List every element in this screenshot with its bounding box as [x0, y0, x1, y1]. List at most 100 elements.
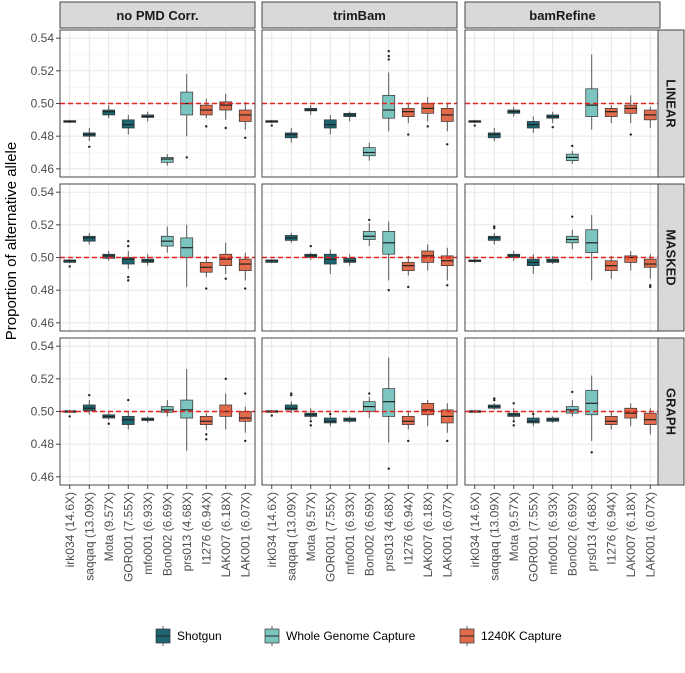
x-tick-label: prs013 (4.68X) — [180, 492, 194, 571]
panel-border — [261, 29, 458, 178]
outlier-point — [473, 124, 476, 127]
x-tick-label: Bon002 (6.69X) — [565, 492, 579, 576]
x-tick-label: mfo001 (6.93X) — [343, 492, 357, 575]
box-Mota — [304, 408, 318, 427]
y-tick-label: 0.52 — [31, 372, 55, 386]
outlier-point — [512, 402, 515, 405]
box-mfo001 — [343, 111, 357, 122]
box-GOR001 — [526, 254, 540, 274]
box-body — [421, 402, 435, 416]
outlier-point — [512, 424, 515, 427]
legend: Shotgun Whole Genome Capture 1240K Capture — [155, 626, 562, 646]
outlier-point — [446, 439, 449, 443]
y-tick-label: 0.52 — [31, 64, 55, 78]
box-body — [323, 119, 337, 129]
outlier-point — [185, 156, 188, 159]
box-I1276 — [199, 98, 213, 128]
strip-background — [261, 1, 458, 29]
box-Mota — [102, 105, 116, 119]
box-irk034 — [265, 259, 279, 264]
outlier-point — [387, 58, 390, 61]
box-body — [362, 147, 376, 157]
box-prs013 — [382, 221, 396, 292]
panel-border — [261, 337, 458, 486]
x-tick-label: Mota (9.57X) — [507, 492, 521, 561]
outlier-point — [571, 144, 574, 148]
box-body — [643, 258, 657, 268]
column-strips: no PMD Corr. trimBam bamRefine — [59, 1, 661, 29]
x-tick-label: LAK001 (6.07X) — [643, 492, 657, 577]
panel-graph-2 — [464, 337, 661, 486]
box-saqqaq — [82, 128, 96, 148]
column-strip-label: no PMD Corr. — [116, 8, 198, 23]
outlier-point — [68, 265, 71, 268]
panel-linear-0 — [59, 29, 256, 178]
legend-item-2: 1240K Capture — [459, 626, 562, 646]
x-tick-label: Bon002 (6.69X) — [362, 492, 376, 576]
y-tick-label: 0.54 — [31, 185, 55, 199]
y-axes: 0.46 0.48 0.50 0.52 0.54 0.46 0.48 0.50 0.52 0.54… — [31, 31, 60, 484]
outlier-point — [446, 284, 449, 287]
box-body — [624, 104, 638, 114]
column-strip-0: no PMD Corr. — [59, 1, 256, 29]
row-strips: LINEAR MASKED GRAPH — [657, 29, 685, 486]
y-tick-label: 0.48 — [31, 129, 55, 143]
box-body — [323, 417, 337, 424]
outlier-point — [512, 420, 515, 423]
x-tick-label: LAK007 (6.18X) — [421, 492, 435, 577]
x-tick-label: mfo001 (6.93X) — [546, 492, 560, 575]
y-tick-label: 0.46 — [31, 316, 55, 330]
box-Bon002 — [160, 154, 174, 166]
box-irk034 — [265, 119, 279, 127]
box-body — [180, 399, 194, 419]
x-tick-label: irk034 (14.6X) — [468, 492, 482, 567]
box-body — [284, 132, 298, 139]
x-tick-label: Bon002 (6.69X) — [160, 492, 174, 576]
outlier-point — [68, 415, 71, 418]
box-body — [121, 257, 135, 265]
x-tick-label: irk034 (14.6X) — [265, 492, 279, 567]
outlier-point — [368, 218, 371, 222]
x-tick-label: prs013 (4.68X) — [585, 492, 599, 571]
row-strip-graph: GRAPH — [657, 337, 685, 486]
outlier-point — [387, 50, 390, 53]
panel-masked-1 — [261, 183, 458, 332]
x-tick-label: irk034 (14.6X) — [63, 492, 77, 567]
x-tick-label: LAK007 (6.18X) — [219, 492, 233, 577]
box-body — [102, 109, 116, 116]
outlier-point — [571, 390, 574, 394]
legend-label: 1240K Capture — [481, 629, 562, 643]
y-tick-label: 0.46 — [31, 470, 55, 484]
outlier-point — [493, 225, 496, 228]
box-GOR001 — [121, 114, 135, 135]
box-Bon002 — [160, 226, 174, 253]
box-GOR001 — [526, 412, 540, 427]
outlier-point — [224, 377, 227, 381]
outlier-point — [244, 392, 247, 395]
strip-background — [657, 337, 685, 486]
strip-background — [657, 29, 685, 178]
row-strip-label: MASKED — [664, 229, 679, 285]
strip-background — [657, 183, 685, 332]
box-I1276 — [401, 103, 415, 136]
box-body — [421, 250, 435, 263]
x-axes: irk034 (14.6X) saqqaq (13.09X) Mota (9.57X… — [63, 485, 657, 582]
panel-masked-0 — [59, 183, 256, 332]
box-mfo001 — [343, 254, 357, 266]
box-I1276 — [604, 255, 618, 279]
box-GOR001 — [323, 114, 337, 135]
box-body — [382, 388, 396, 417]
box-LAK001 — [238, 392, 252, 443]
outlier-point — [270, 124, 273, 127]
x-tick-label: I1276 (6.94X) — [604, 492, 618, 565]
box-body — [219, 253, 233, 267]
outlier-point — [387, 54, 390, 58]
panel-border — [261, 183, 458, 332]
x-tick-label: LAK007 (6.18X) — [624, 492, 638, 577]
box-body — [284, 404, 298, 411]
y-tick-label: 0.46 — [31, 162, 55, 176]
box-LAK007 — [219, 242, 233, 280]
outlier-point — [649, 284, 652, 287]
box-LAK001 — [643, 254, 657, 289]
box-saqqaq — [284, 392, 298, 414]
